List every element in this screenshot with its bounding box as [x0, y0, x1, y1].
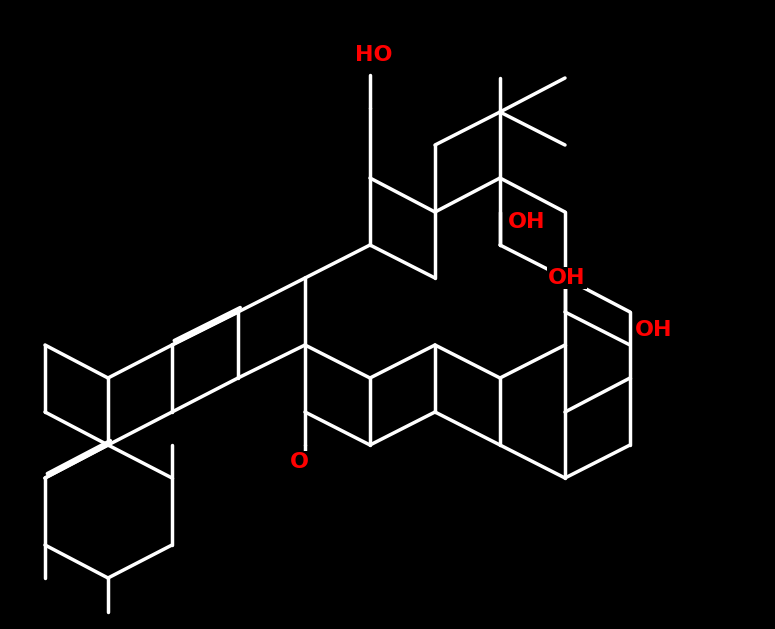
Text: HO: HO: [355, 45, 392, 65]
Text: OH: OH: [508, 212, 546, 232]
Text: OH: OH: [635, 320, 673, 340]
Text: OH: OH: [548, 268, 585, 288]
Text: O: O: [290, 452, 309, 472]
